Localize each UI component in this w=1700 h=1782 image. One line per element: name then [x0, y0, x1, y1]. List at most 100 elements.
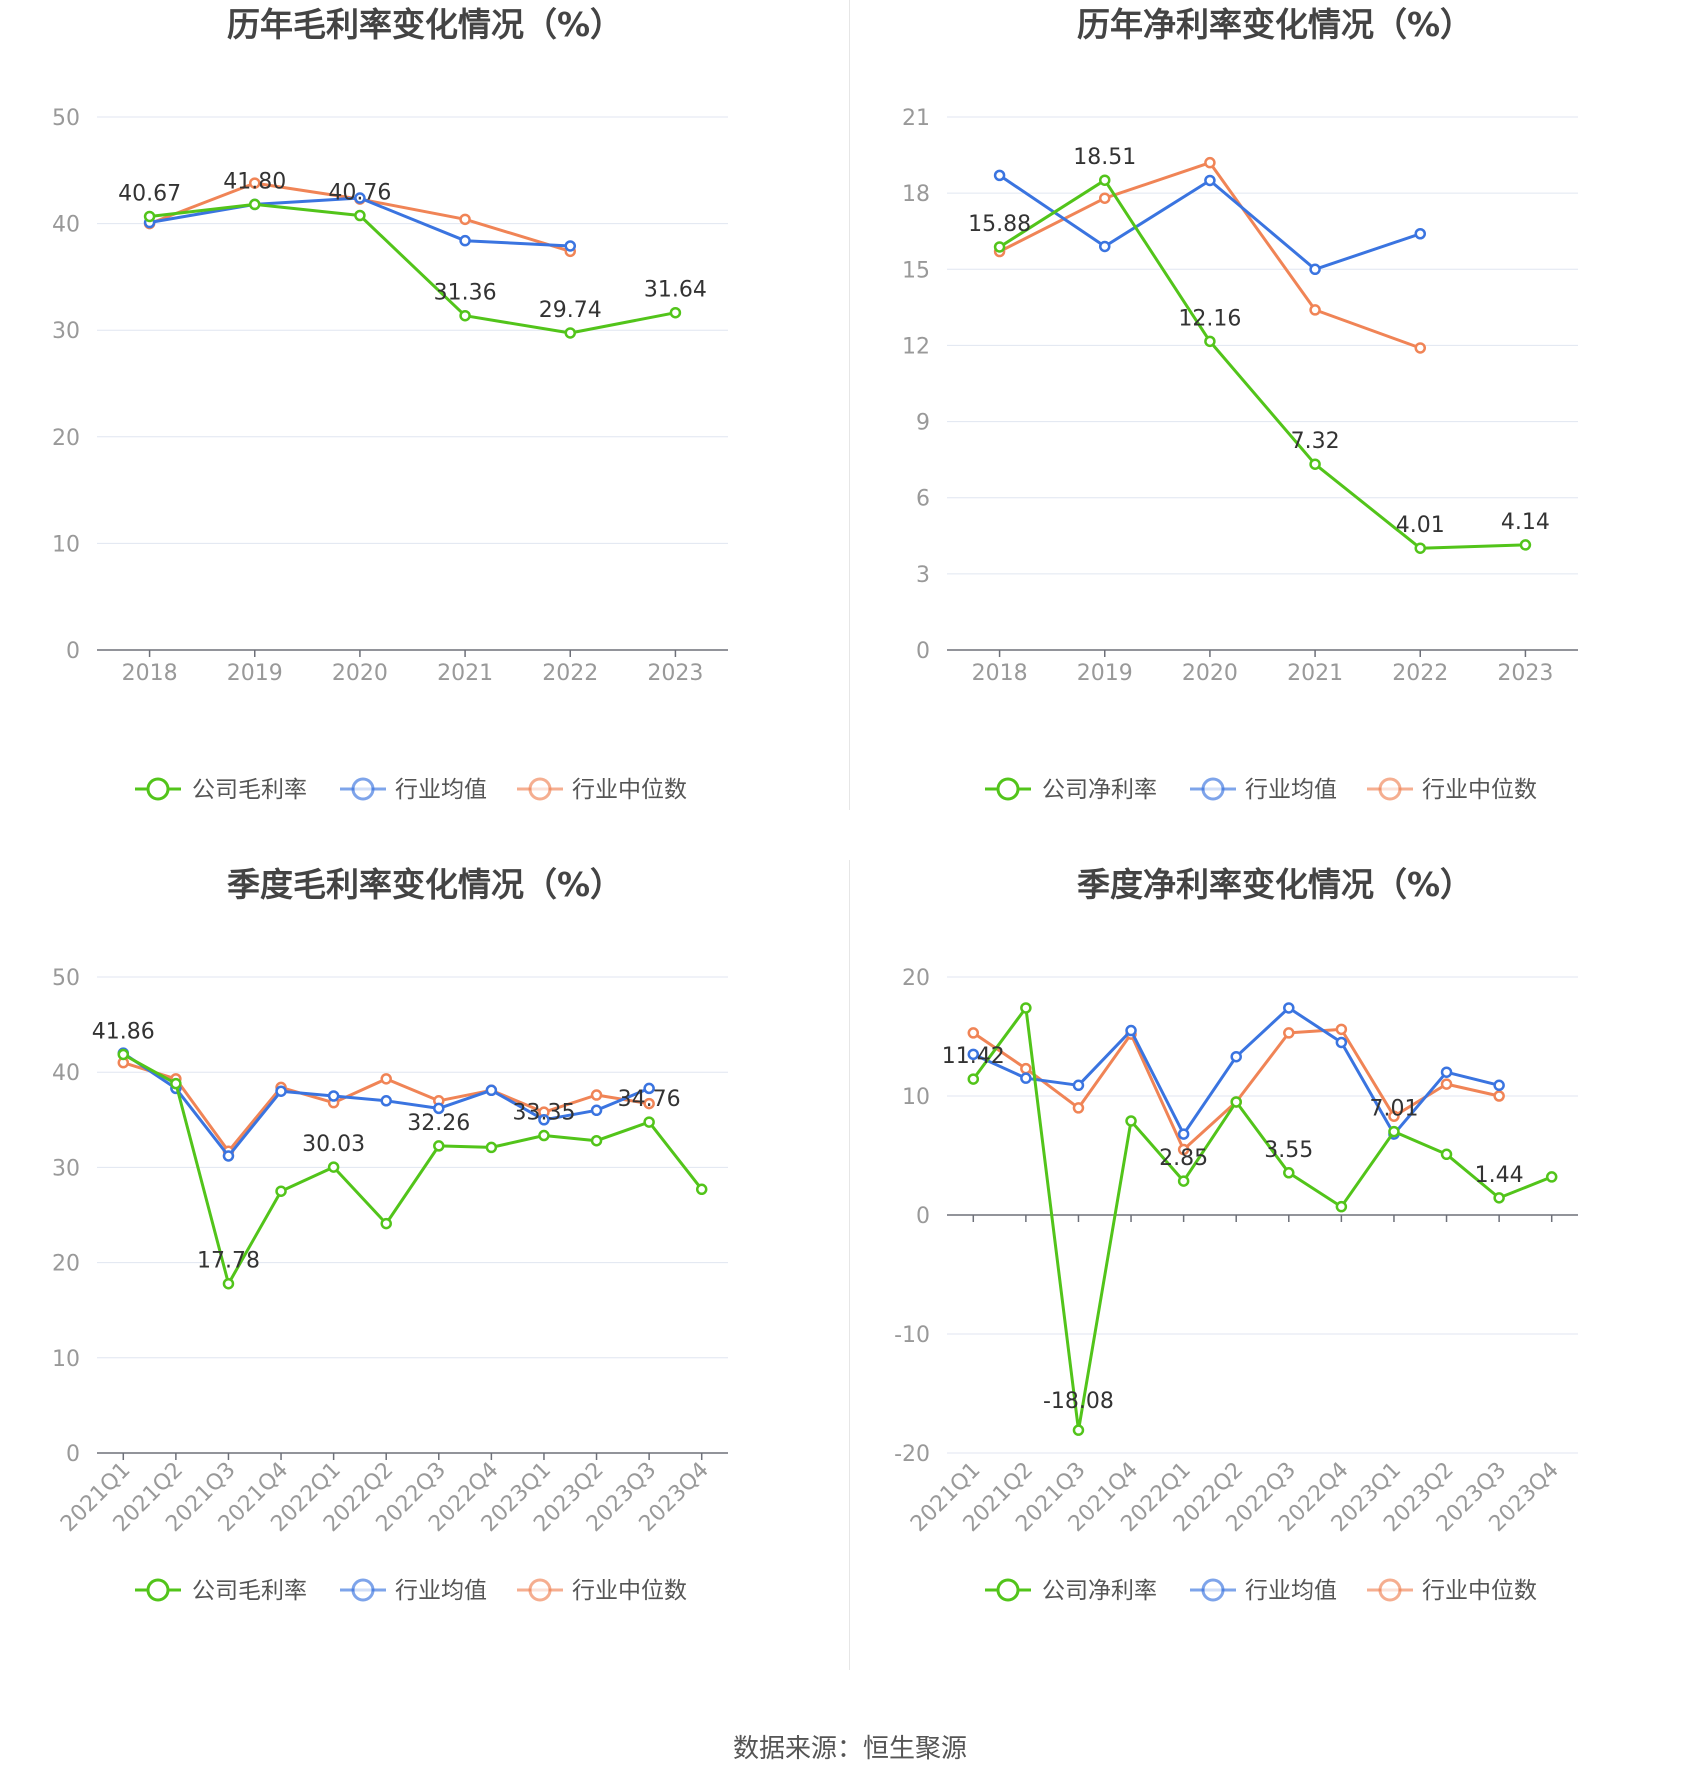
y-tick-label: 20 [52, 1252, 80, 1277]
data-point [170, 1077, 182, 1090]
data-point [1072, 1079, 1085, 1092]
data-point [1493, 1192, 1505, 1204]
series-line [122, 1053, 703, 1286]
data-point [695, 1183, 708, 1196]
data-point [993, 241, 1006, 253]
data-point [993, 169, 1006, 182]
legend-marker [996, 777, 1020, 801]
legend-label: 行业中位数 [1422, 777, 1537, 803]
divider-top [849, 0, 850, 810]
x-tick-label: 2021 [437, 661, 493, 686]
y-tick-label: 21 [902, 106, 930, 131]
data-point [967, 1048, 980, 1061]
data-label: 18.51 [1073, 145, 1136, 170]
data-point [354, 192, 366, 204]
legend-marker [146, 1578, 170, 1602]
y-tick-label: 20 [902, 966, 930, 991]
legend-marker [528, 1578, 552, 1602]
legend-marker [996, 1578, 1020, 1602]
legend-label: 行业中位数 [572, 1578, 687, 1604]
chart-annual-gross-margin: 历年毛利率变化情况（%） 0 10 20 30 40 50 2018 2019 2020 2021 2… [0, 0, 850, 870]
chart-title: 季度净利率变化情况（%） [1077, 865, 1473, 904]
chart-svg: 历年净利率变化情况（%） 0 3 6 9 12 15 18 21 2018 2019 2020 2021… [902, 5, 1578, 803]
chart-title: 季度毛利率变化情况（%） [227, 865, 623, 904]
data-point [1440, 1148, 1453, 1161]
series-line [149, 202, 676, 335]
data-label: 40.67 [118, 181, 181, 206]
y-tick-label: 6 [916, 487, 930, 512]
data-point [669, 306, 682, 319]
y-tick-label: 0 [66, 639, 80, 664]
data-label: 31.64 [644, 278, 707, 303]
data-point [143, 210, 156, 223]
data-point [564, 240, 576, 252]
data-point [433, 1140, 445, 1152]
data-point [222, 1277, 235, 1290]
data-point [1309, 263, 1321, 276]
data-label: 7.01 [1369, 1097, 1418, 1122]
data-label: 30.03 [302, 1132, 365, 1157]
data-point [967, 1027, 980, 1039]
x-tick-label: 2021 [1287, 661, 1343, 686]
y-tick-label: -20 [894, 1442, 930, 1467]
data-point [275, 1085, 287, 1097]
data-point [459, 213, 471, 226]
data-point [1493, 1079, 1505, 1092]
data-point [643, 1097, 655, 1110]
data-point [1335, 1036, 1348, 1049]
chart-svg: 季度净利率变化情况（%）-20-10010202021Q12021Q22021Q… [894, 865, 1578, 1604]
x-tick-label: 2018 [122, 661, 178, 686]
data-point [1230, 1096, 1242, 1108]
x-tick-label: 2022 [1392, 661, 1448, 686]
data-point [538, 1129, 550, 1142]
data-label: 12.16 [1178, 306, 1241, 331]
data-point [564, 327, 576, 339]
data-point [1177, 1175, 1190, 1187]
data-label: 4.01 [1396, 513, 1445, 538]
x-tick-label: 2018 [972, 661, 1028, 686]
data-point [1177, 1128, 1190, 1140]
chart-annual-net-margin: 历年净利率变化情况（%） 0 3 6 9 12 15 18 21 2018 2019 2020 2021… [850, 0, 1700, 870]
legend-marker [146, 777, 170, 801]
x-tick-label: 2023 [647, 661, 703, 686]
y-tick-label: 50 [52, 966, 80, 991]
y-tick-label: 15 [902, 258, 930, 283]
data-point [1099, 192, 1111, 204]
data-point [380, 1073, 392, 1085]
y-tick-label: 20 [52, 426, 80, 451]
data-point [1204, 335, 1216, 348]
chart-svg: 历年毛利率变化情况（%） 0 10 20 30 40 50 2018 2019 2020 2021 2… [52, 5, 728, 803]
data-point [222, 1150, 235, 1162]
divider-bottom [849, 860, 850, 1670]
y-tick-label: 0 [66, 1442, 80, 1467]
x-tick-label: 2022 [542, 661, 598, 686]
legend-label: 行业均值 [1245, 1578, 1337, 1604]
y-tick-label: 3 [916, 563, 930, 588]
y-tick-label: 10 [52, 1347, 80, 1372]
legend-marker [351, 777, 375, 801]
data-point [117, 1048, 130, 1061]
data-point [327, 1090, 340, 1102]
data-point [1072, 1102, 1085, 1114]
legend-label: 行业均值 [1245, 777, 1337, 803]
data-point [1204, 156, 1216, 169]
data-point [249, 198, 261, 211]
data-point [538, 1114, 550, 1126]
data-label: 29.74 [539, 298, 602, 323]
data-label: 7.32 [1291, 429, 1340, 454]
data-point [1204, 174, 1216, 187]
data-point [1125, 1115, 1137, 1127]
data-point [1230, 1050, 1242, 1063]
data-point [1335, 1023, 1348, 1036]
data-point [1335, 1200, 1348, 1213]
data-point [485, 1141, 498, 1154]
data-label: -18.08 [1043, 1389, 1114, 1414]
series-line [972, 1027, 1500, 1152]
chart-title: 历年净利率变化情况（%） [1077, 5, 1473, 44]
data-point [1072, 1424, 1085, 1436]
data-label: 41.80 [223, 169, 286, 194]
data-point [1309, 458, 1321, 470]
data-point [1309, 304, 1321, 316]
y-tick-label: 40 [52, 213, 80, 238]
y-tick-label: 12 [902, 334, 930, 359]
